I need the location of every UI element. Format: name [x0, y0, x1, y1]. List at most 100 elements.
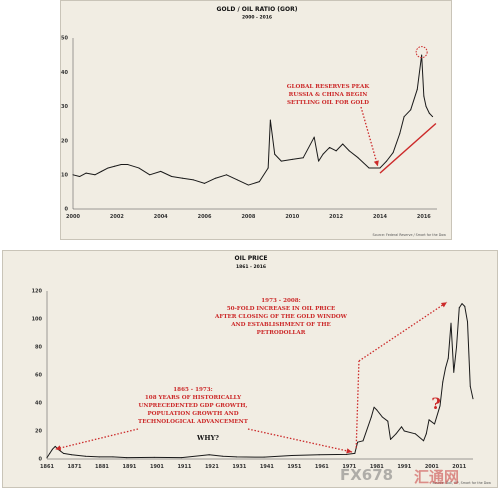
data-point	[215, 177, 217, 179]
data-point	[247, 184, 249, 186]
data-point	[423, 95, 425, 97]
data-point	[62, 452, 64, 454]
data-point	[51, 448, 53, 450]
data-point	[357, 157, 359, 159]
x-tick-label: 2004	[154, 214, 168, 220]
annotation-line: GLOBAL RESERVES PEAK	[287, 84, 371, 90]
data-point	[149, 174, 151, 176]
data-point	[348, 150, 350, 152]
source-note: Source: BoE, BP, Smart for the Dow	[432, 481, 491, 485]
data-point	[85, 172, 87, 174]
annotation-line: UNPRECEDENTED GDP GROWTH,	[138, 403, 247, 409]
chart-title: OIL PRICE	[235, 255, 268, 262]
data-point	[403, 430, 405, 432]
data-point	[421, 54, 423, 56]
data-point	[182, 177, 184, 179]
gold-oil-ratio-panel: GOLD / OIL RATIO (GOR) 2000 - 2016 GLOBA…	[60, 0, 452, 240]
data-point	[274, 153, 276, 155]
data-point	[71, 454, 73, 456]
y-tick-label: 50	[61, 36, 68, 42]
trend-line	[379, 122, 437, 174]
annotation-line: POPULATION GROWTH AND	[147, 411, 238, 417]
annotation-line: 50-FOLD INCREASE IN OIL PRICE	[227, 306, 336, 312]
data-point	[447, 357, 449, 359]
chart-subtitle: 2000 - 2016	[242, 15, 272, 21]
data-point	[114, 165, 116, 167]
data-point	[416, 88, 418, 90]
x-tick-label: 2000	[66, 214, 80, 220]
x-tick-label: 2012	[329, 214, 343, 220]
arrow-head	[440, 302, 447, 308]
data-point	[84, 455, 86, 457]
data-point	[346, 453, 348, 455]
data-point	[181, 457, 183, 459]
y-tick-label: 60	[35, 373, 42, 379]
watermark-cn: 汇通网	[414, 468, 460, 486]
oil-price-panel: OIL PRICE 1861 - 2016 1973 - 2008: 50-FO…	[2, 250, 498, 488]
data-point	[461, 303, 463, 305]
chart-title: GOLD / OIL RATIO (GOR)	[217, 6, 298, 13]
x-tick-label: 1921	[205, 464, 219, 470]
data-point	[236, 179, 238, 181]
data-point	[410, 109, 412, 111]
data-point	[107, 167, 109, 169]
x-tick-label: 1981	[370, 464, 384, 470]
annotation-line: 108 YEARS OF HISTORICALLY	[145, 395, 242, 401]
data-point	[267, 167, 269, 169]
x-tick-label: 1971	[342, 464, 356, 470]
data-point	[46, 457, 48, 459]
annotation-line: 1865 - 1973:	[173, 387, 212, 393]
data-point	[368, 167, 370, 169]
series-line	[72, 54, 433, 186]
data-point	[258, 181, 260, 183]
data-point	[432, 116, 434, 118]
annotation-arrow	[358, 301, 448, 362]
data-point	[302, 157, 304, 159]
data-point	[395, 433, 397, 435]
data-point	[469, 385, 471, 387]
data-point	[362, 440, 364, 442]
data-point	[401, 426, 403, 428]
data-point	[467, 321, 469, 323]
gold-oil-ratio-chart: GOLD / OIL RATIO (GOR) 2000 - 2016 GLOBA…	[61, 6, 446, 237]
data-point	[138, 167, 140, 169]
x-tick-label: 1951	[287, 464, 301, 470]
x-tick-label: 1941	[260, 464, 274, 470]
data-point	[280, 160, 282, 162]
y-tick-label: 120	[32, 289, 43, 295]
data-point	[386, 160, 388, 162]
annotation-line: AND ESTABLISHMENT OF THE	[230, 322, 331, 328]
why-label: WHY?	[196, 434, 219, 442]
x-tick-label: 1961	[315, 464, 329, 470]
annotation-line: AFTER CLOSING OF THE GOLD WINDOW	[214, 314, 348, 320]
data-point	[425, 433, 427, 435]
arrow-head	[373, 160, 379, 167]
data-point	[342, 143, 344, 145]
data-point	[322, 153, 324, 155]
data-point	[439, 405, 441, 407]
data-point	[236, 456, 238, 458]
data-point	[423, 440, 425, 442]
y-tick-label: 20	[61, 138, 68, 144]
y-tick-label: 0	[65, 207, 69, 213]
watermark-brand: FX678	[340, 466, 394, 484]
data-point	[445, 367, 447, 369]
x-tick-label: 1991	[397, 464, 411, 470]
data-point	[318, 160, 320, 162]
data-point	[120, 164, 122, 166]
data-point	[225, 174, 227, 176]
x-tick-label: 2001	[425, 464, 439, 470]
x-tick-label: 1931	[232, 464, 246, 470]
data-point	[335, 150, 337, 152]
data-point	[428, 419, 430, 421]
data-point	[373, 406, 375, 408]
x-tick-label: 1891	[122, 464, 136, 470]
annotation-arrow	[247, 428, 353, 453]
data-point	[329, 146, 331, 148]
data-point	[98, 456, 100, 458]
data-point	[313, 136, 315, 138]
data-point	[434, 423, 436, 425]
x-tick-label: 1911	[177, 464, 191, 470]
data-point	[414, 433, 416, 435]
data-point	[453, 371, 455, 373]
